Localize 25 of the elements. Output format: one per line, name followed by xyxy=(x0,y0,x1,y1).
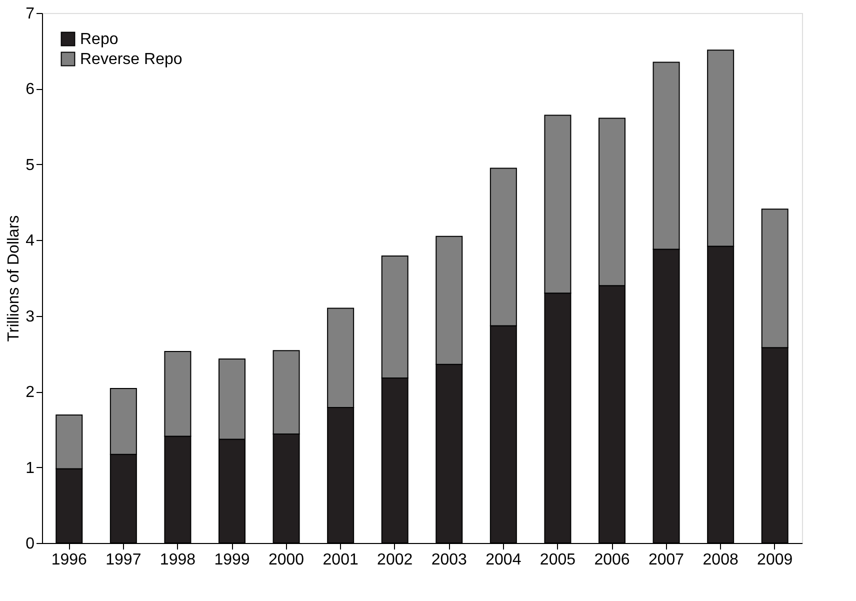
legend-label: Reverse Repo xyxy=(80,51,182,68)
x-tick-label: 2002 xyxy=(377,552,413,568)
x-tick-label: 2000 xyxy=(268,552,304,568)
legend-label: Repo xyxy=(80,31,118,48)
y-tick-label: 0 xyxy=(26,536,35,552)
x-tick-label: 1999 xyxy=(214,552,250,568)
x-tick-label: 2005 xyxy=(540,552,576,568)
x-tick-label: 2004 xyxy=(486,552,522,568)
x-tick-label: 2003 xyxy=(431,552,468,568)
y-tick-label: 7 xyxy=(26,6,35,22)
y-tick-label: 3 xyxy=(26,308,35,326)
y-tick-label: 4 xyxy=(26,232,35,250)
x-tick-label: 1997 xyxy=(106,552,142,568)
y-tick-label: 2 xyxy=(26,384,35,402)
y-tick-label: 6 xyxy=(26,81,35,98)
x-tick-label: 2009 xyxy=(757,552,793,568)
y-tick-label: 1 xyxy=(26,460,35,477)
x-tick-label: 1996 xyxy=(51,552,88,568)
x-tick-label: 2001 xyxy=(322,552,358,568)
x-tick-label: 1998 xyxy=(160,552,196,568)
y-tick-label: 5 xyxy=(26,156,35,174)
x-tick-label: 2007 xyxy=(648,552,684,568)
x-tick-label: 2008 xyxy=(702,552,738,568)
y-axis-title: Trillions of Dollars xyxy=(6,215,23,342)
x-tick-label: 2006 xyxy=(594,552,630,568)
